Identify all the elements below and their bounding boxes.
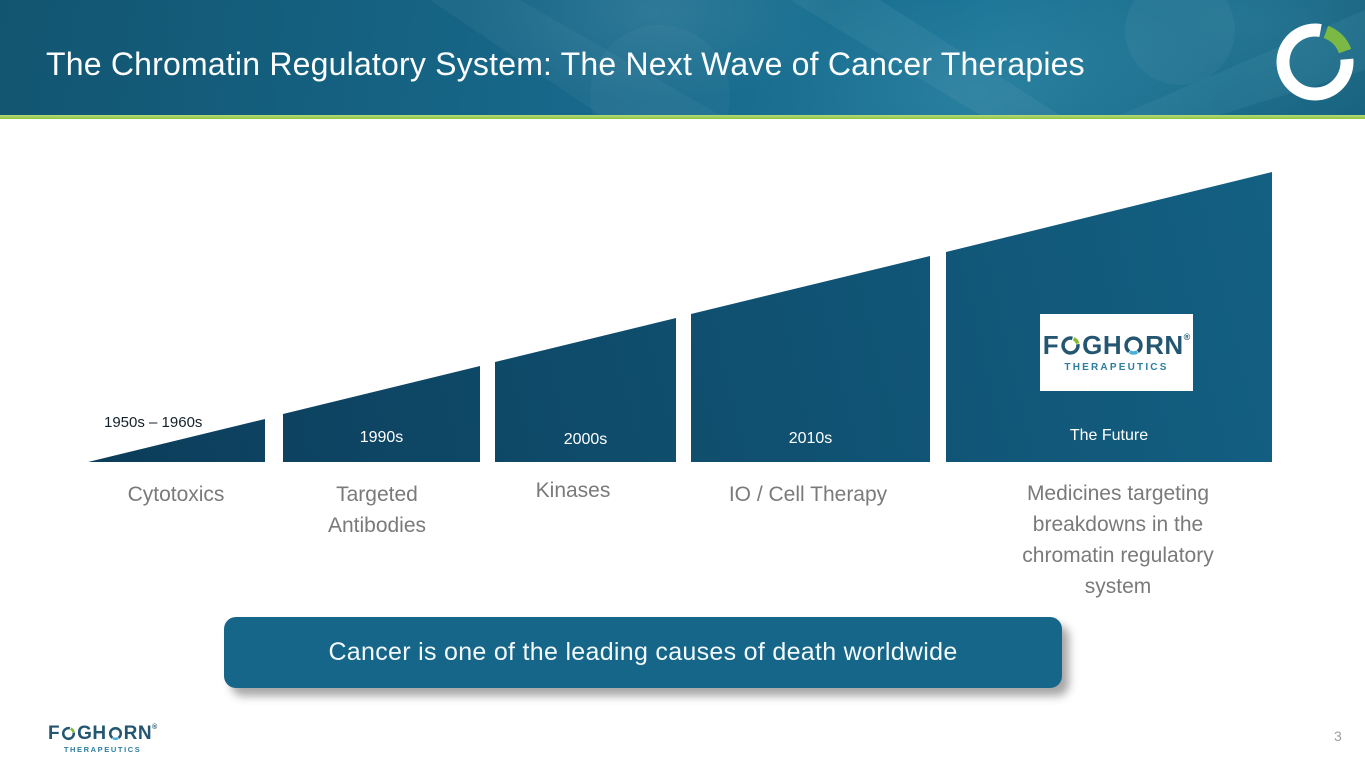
header: The Chromatin Regulatory System: The Nex… <box>0 0 1365 115</box>
registered-mark: ® <box>152 724 158 731</box>
foghorn-o-green-icon <box>62 726 76 741</box>
era-category-label: Targeted Antibodies <box>327 483 427 537</box>
registered-mark: ® <box>1183 332 1191 342</box>
foghorn-o-blue-icon <box>108 726 122 741</box>
footer-foghorn-logo: F GH RN ® THERAPEUTICS <box>48 724 157 754</box>
wordmark-letters: GH <box>77 723 107 744</box>
foghorn-wordmark: F GH RN ® <box>48 724 157 743</box>
wordmark-letters: F <box>48 723 61 744</box>
era-category-label: Cytotoxics <box>127 483 225 506</box>
foghorn-o-green-icon <box>1061 335 1080 355</box>
wordmark-letters: GH <box>1082 330 1123 360</box>
banner-text: Cancer is one of the leading causes of d… <box>328 638 958 666</box>
foghorn-subtext: THERAPEUTICS <box>63 745 142 754</box>
era-wedge-2000s <box>495 318 676 462</box>
wordmark-letters: F <box>1042 330 1060 360</box>
era-wedge-1950s <box>88 419 265 462</box>
foghorn-o-blue-icon <box>1124 335 1143 355</box>
era-period-label: The Future <box>1069 427 1149 444</box>
foghorn-ring-icon <box>1276 23 1354 101</box>
banner: Cancer is one of the leading causes of d… <box>224 617 1062 688</box>
foghorn-logo-card: F GH RN ® THERAPEUTICS <box>1040 314 1193 391</box>
era-category-label: IO / Cell Therapy <box>728 483 888 506</box>
era-wedge-1990s <box>283 366 480 462</box>
green-divider <box>0 115 1365 119</box>
era-period-label: 1950s – 1960s <box>104 414 203 431</box>
era-period-label: 1990s <box>359 429 404 446</box>
era-period-label: 2000s <box>563 431 608 448</box>
era-category-label: Kinases <box>535 479 611 502</box>
era-category-label: Medicines targeting breakdowns in the ch… <box>1022 482 1214 598</box>
foghorn-subtext: THERAPEUTICS <box>1064 362 1169 373</box>
foghorn-wordmark: F GH RN ® <box>1043 332 1191 358</box>
era-period-label: 2010s <box>788 430 833 447</box>
page-title: The Chromatin Regulatory System: The Nex… <box>46 46 1085 82</box>
wordmark-letters: RN <box>123 723 153 744</box>
wordmark-letters: RN <box>1145 330 1184 360</box>
page-number: 3 <box>1334 728 1342 744</box>
era-wedge-2010s <box>691 256 930 462</box>
